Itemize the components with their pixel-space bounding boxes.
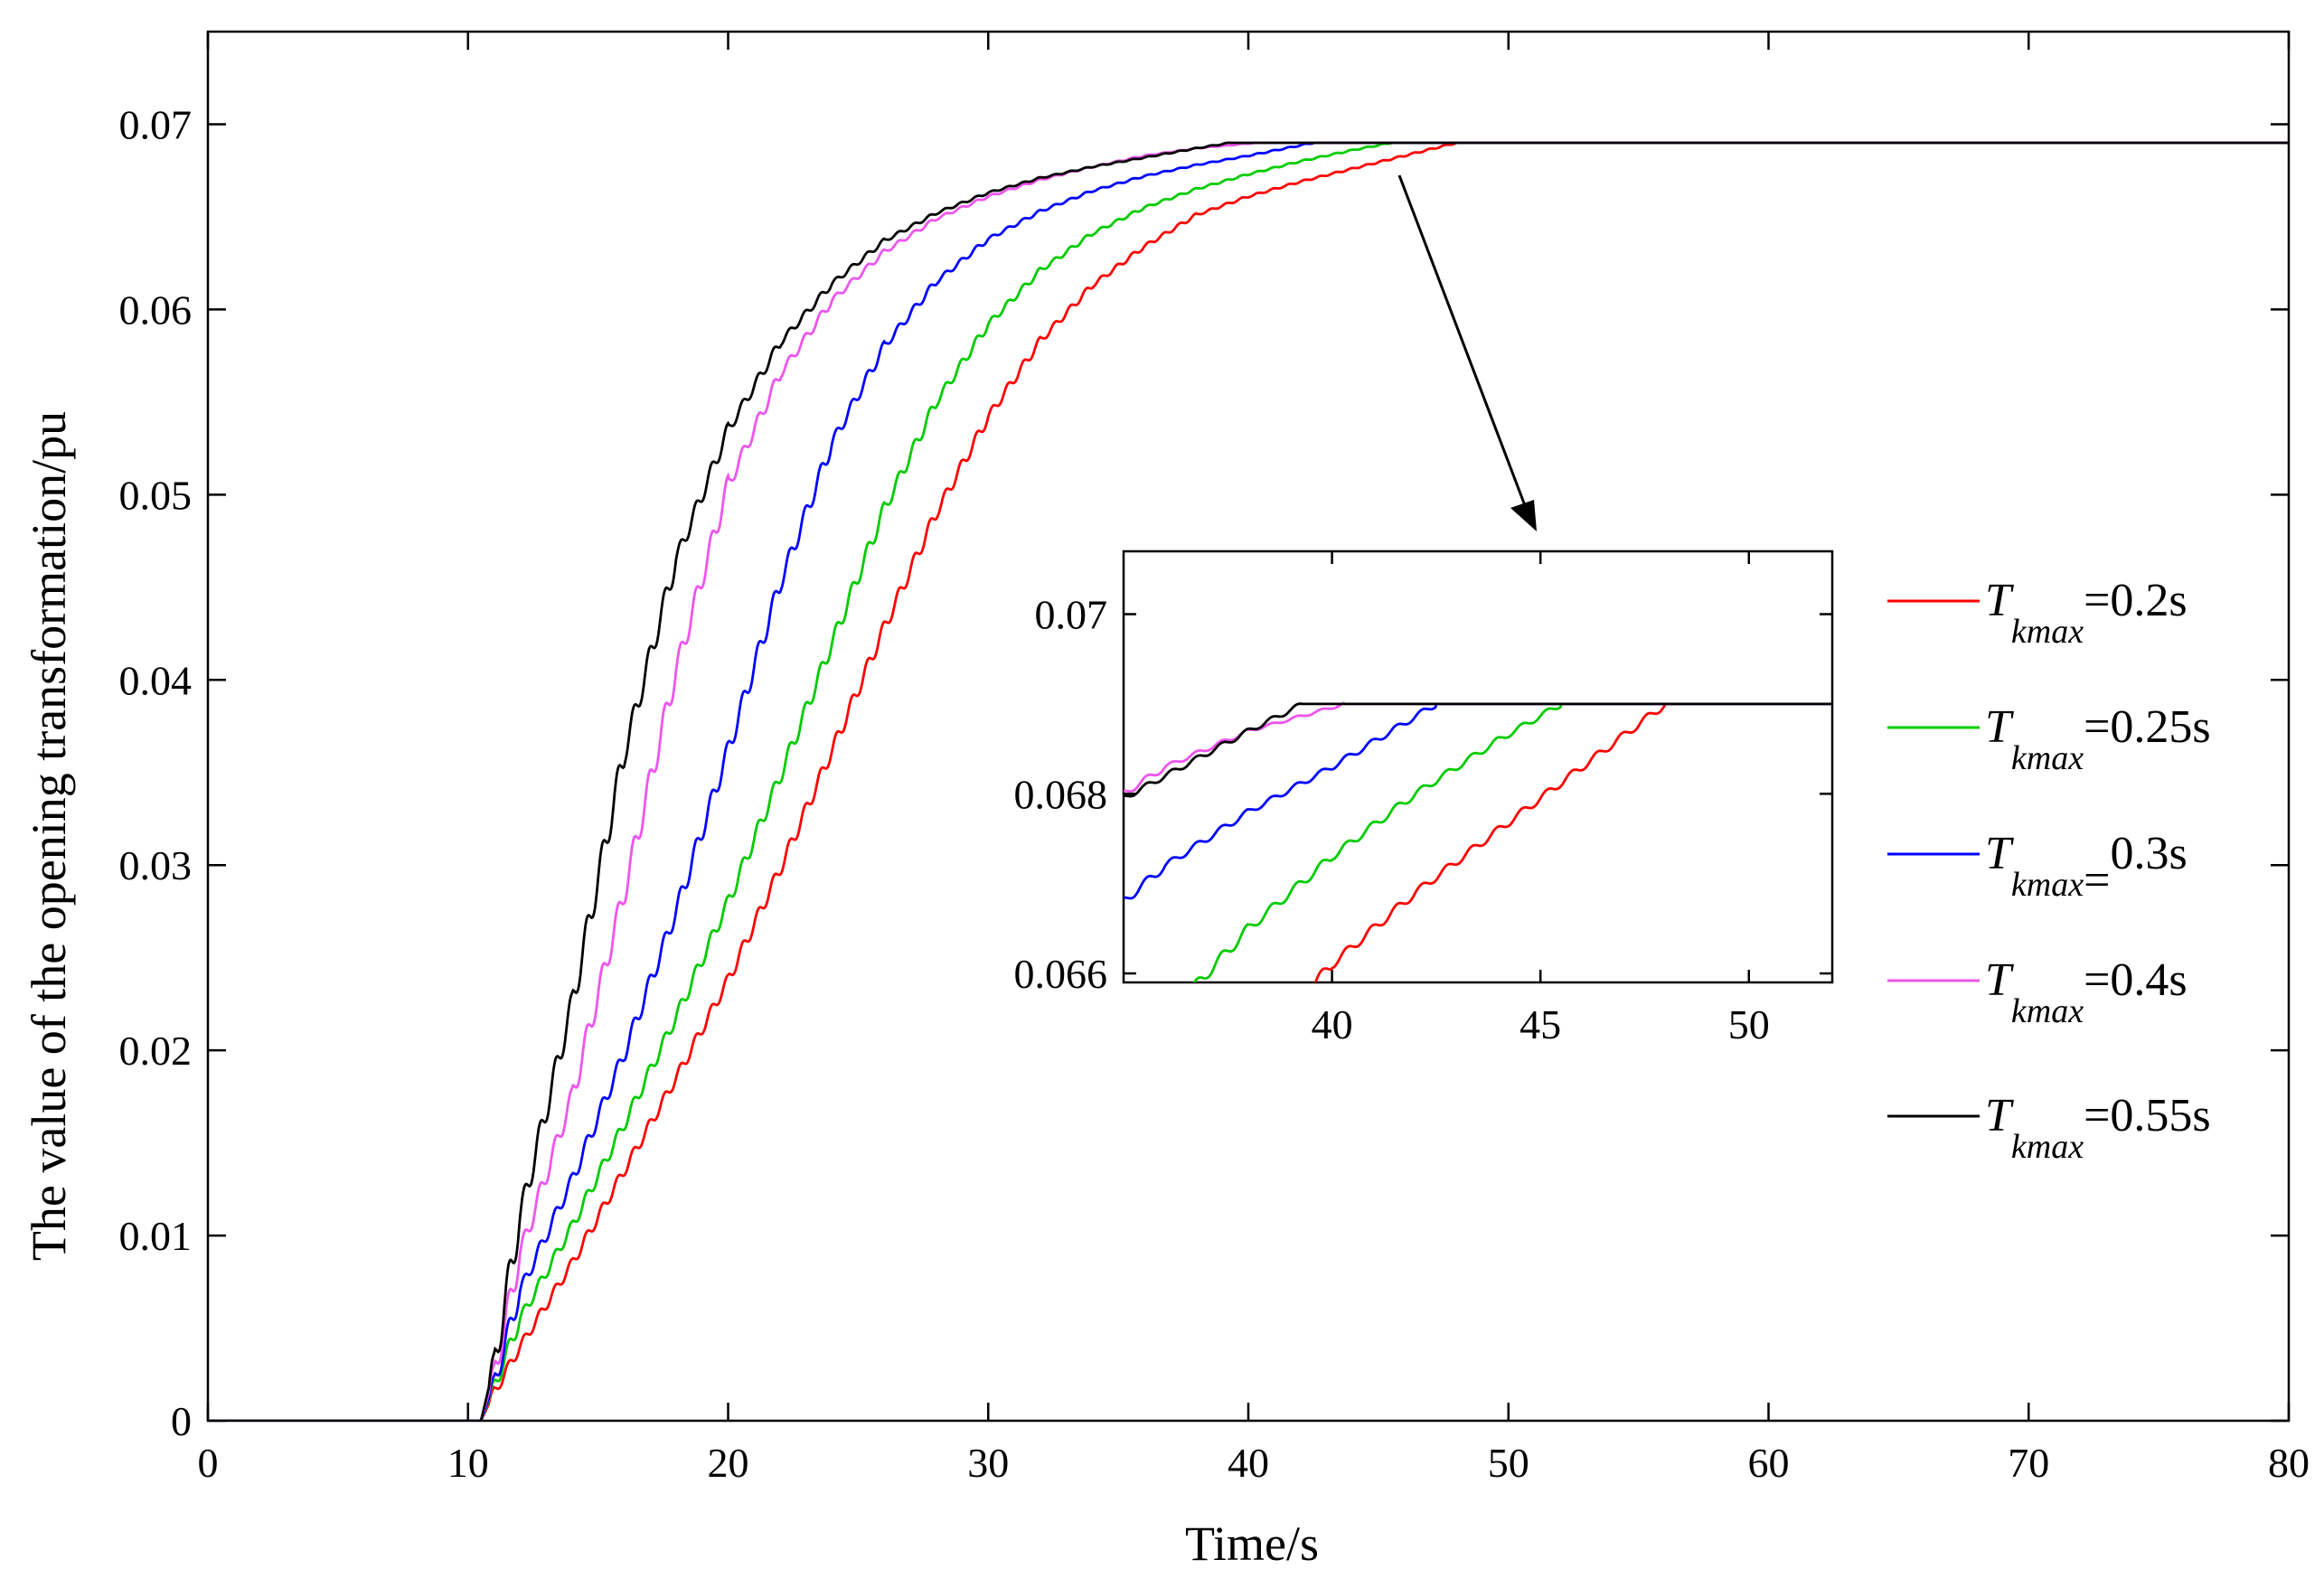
legend-label-main: T [1985,1090,2014,1141]
legend-label-main: T [1985,701,2014,753]
y-axis-label: The value of the opening transformation/… [22,411,76,1261]
legend-label-suffix: 0.3s [2110,828,2187,879]
x-axis-label: Time/s [1185,1517,1319,1571]
x-tick-label: 80 [2268,1440,2310,1486]
legend-label-sub: kmax [2011,613,2084,651]
legend-label: Tkmax=0.25s [1985,701,2211,777]
x-tick-label: 50 [1488,1440,1529,1486]
x-tick-label: 10 [447,1440,489,1486]
x-tick-label: 20 [708,1440,749,1486]
inset-plot: 40 45 50 0.066 0.068 0.07 [1014,549,1834,1047]
y-tick-label: 0.01 [119,1213,193,1259]
main-series-lines [208,141,2289,1421]
legend-item: Tkmax=0.55s [1887,1090,2211,1166]
legend-label-suffix: =0.4s [2084,954,2188,1006]
x-tick-label: 60 [1748,1440,1790,1486]
legend-label-suffix: =0.55s [2084,1090,2211,1141]
legend-item: Tkmax=0.3s [1887,828,2188,906]
legend-item: Tkmax=0.25s [1887,701,2211,777]
x-tick-label: 30 [967,1440,1009,1486]
zoom-arrow [1397,174,1537,531]
inset-x-tick-label: 45 [1520,1001,1561,1047]
legend-label: Tkmax=0.4s [1985,954,2188,1030]
inset-series-line-0-55s [1124,702,1832,798]
legend-label-main: T [1985,575,2014,626]
x-tick-label: 70 [2008,1440,2049,1486]
legend-item: Tkmax=0.2s [1887,575,2188,651]
zoom-arrow-line [1397,174,1528,509]
y-tick-label: 0.07 [119,101,193,147]
y-tick-label: 0.03 [119,842,193,888]
inset-y-tick-label: 0.07 [1035,592,1108,638]
legend-label-sub: kmax [2011,739,2084,777]
legend-label-suffix: =0.25s [2084,701,2211,753]
inset-y-tick-label: 0.066 [1014,951,1108,997]
legend-label-sub: kmax [2011,866,2084,904]
y-tick-label: 0.02 [119,1028,193,1074]
inset-series-lines [1124,701,1832,982]
inset-y-tick-label: 0.068 [1014,771,1108,817]
main-plot: 0 10 20 30 40 50 60 70 80 0 0.01 0.02 0.03 0.04 0.05 0.… [119,30,2310,1486]
y-tick-label: 0 [171,1398,192,1444]
legend-label-sub: kmax [2011,1128,2084,1166]
legend-label-main: T [1985,954,2014,1006]
legend-label-sub: kmax [2011,992,2084,1030]
y-tick-label: 0.04 [119,657,193,703]
legend-item: Tkmax=0.4s [1887,954,2188,1030]
inset-frame [1122,549,1834,984]
inset-x-tick-label: 50 [1728,1001,1770,1047]
x-tick-label: 0 [198,1440,219,1486]
zoom-arrowhead [1510,500,1537,531]
inset-x-tick-label: 40 [1312,1001,1353,1047]
y-tick-label: 0.05 [119,472,193,518]
y-tick-label: 0.06 [119,286,193,333]
legend-label: Tkmax=0.2s [1985,575,2188,651]
legend: Tkmax=0.2sTkmax=0.25sTkmax=0.3sTkmax=0.4… [1887,575,2211,1166]
legend-label: Tkmax=0.3s [1985,828,2188,906]
x-tick-label: 40 [1228,1440,1269,1486]
legend-label: Tkmax=0.55s [1985,1090,2211,1166]
legend-label-suffix: =0.2s [2084,575,2188,626]
legend-label-equals: = [2084,855,2110,906]
series-line-0-55s [208,141,2289,1421]
legend-label-main: T [1985,828,2014,879]
